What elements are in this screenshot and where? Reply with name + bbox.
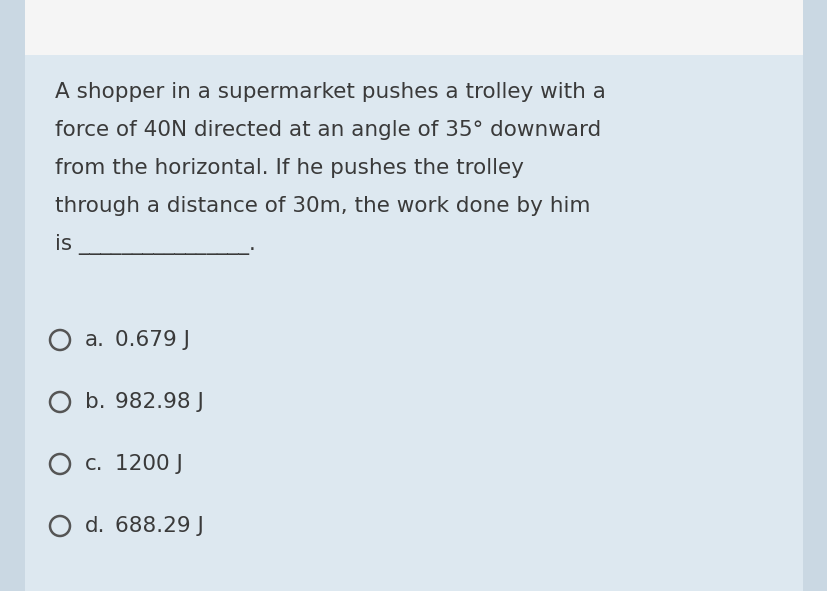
Text: 0.679 J: 0.679 J [115,330,189,350]
Text: through a distance of 30m, the work done by him: through a distance of 30m, the work done… [55,196,590,216]
Text: d.: d. [85,516,105,536]
Text: from the horizontal. If he pushes the trolley: from the horizontal. If he pushes the tr… [55,158,523,178]
Bar [0,0,25,591]
Text: 688.29 J: 688.29 J [115,516,203,536]
Text: A shopper in a supermarket pushes a trolley with a: A shopper in a supermarket pushes a trol… [55,82,605,102]
Text: 982.98 J: 982.98 J [115,392,203,412]
Bar [802,0,827,591]
Text: c.: c. [85,454,103,474]
Bar [0,0,827,55]
Text: a.: a. [85,330,105,350]
Text: b.: b. [85,392,106,412]
Text: 1200 J: 1200 J [115,454,183,474]
Text: is ________________.: is ________________. [55,234,256,255]
Text: force of 40N directed at an angle of 35° downward: force of 40N directed at an angle of 35°… [55,120,600,140]
